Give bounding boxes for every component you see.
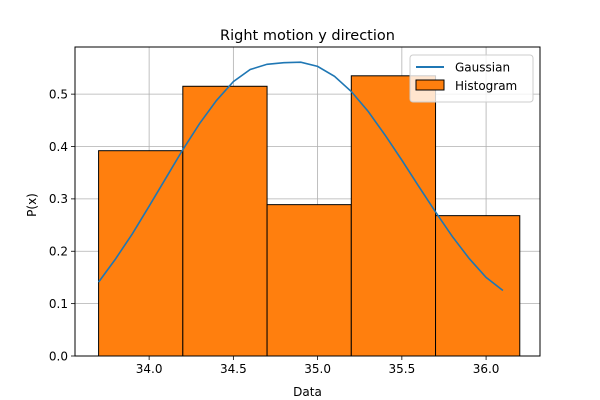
- x-tick-label: 35.5: [388, 362, 415, 376]
- x-tick-label: 34.5: [220, 362, 247, 376]
- histogram-bar-1: [98, 150, 184, 357]
- x-axis-label: Data: [293, 385, 322, 399]
- histogram-bar-2: [182, 85, 268, 357]
- histogram-bar-4: [350, 75, 437, 357]
- plot-frame: [74, 46, 541, 357]
- y-tick-label: 0.1: [49, 297, 68, 311]
- legend-gaussian-label: Gaussian: [455, 61, 510, 75]
- y-axis-label: P(x): [25, 193, 39, 217]
- histogram-bar-5: [435, 215, 521, 357]
- y-tick-label: 0.2: [49, 245, 68, 259]
- y-tick-label: 0.0: [49, 349, 68, 363]
- x-tick-label: 36.0: [473, 362, 500, 376]
- chart-title: Right motion y direction: [220, 28, 395, 44]
- legend: Gaussian Histogram: [409, 54, 534, 103]
- histogram-bar-3: [266, 204, 352, 357]
- x-tick-label: 34.0: [136, 362, 163, 376]
- y-tick-label: 0.4: [49, 140, 68, 154]
- axis-ticks: 34.0 34.5 35.0 35.5 36.0 0.0 0.1 0.2 0.3 0.4 0.5: [49, 87, 500, 376]
- y-tick-label: 0.5: [49, 87, 68, 101]
- gaussian-curve: [97, 61, 504, 292]
- legend-histogram-label: Histogram: [455, 79, 517, 93]
- legend-histogram-swatch: [415, 79, 445, 91]
- x-tick-label: 35.0: [304, 362, 331, 376]
- gaussian-curve-layer: [97, 61, 504, 292]
- y-tick-label: 0.3: [49, 192, 68, 206]
- histogram-bars: [98, 75, 521, 357]
